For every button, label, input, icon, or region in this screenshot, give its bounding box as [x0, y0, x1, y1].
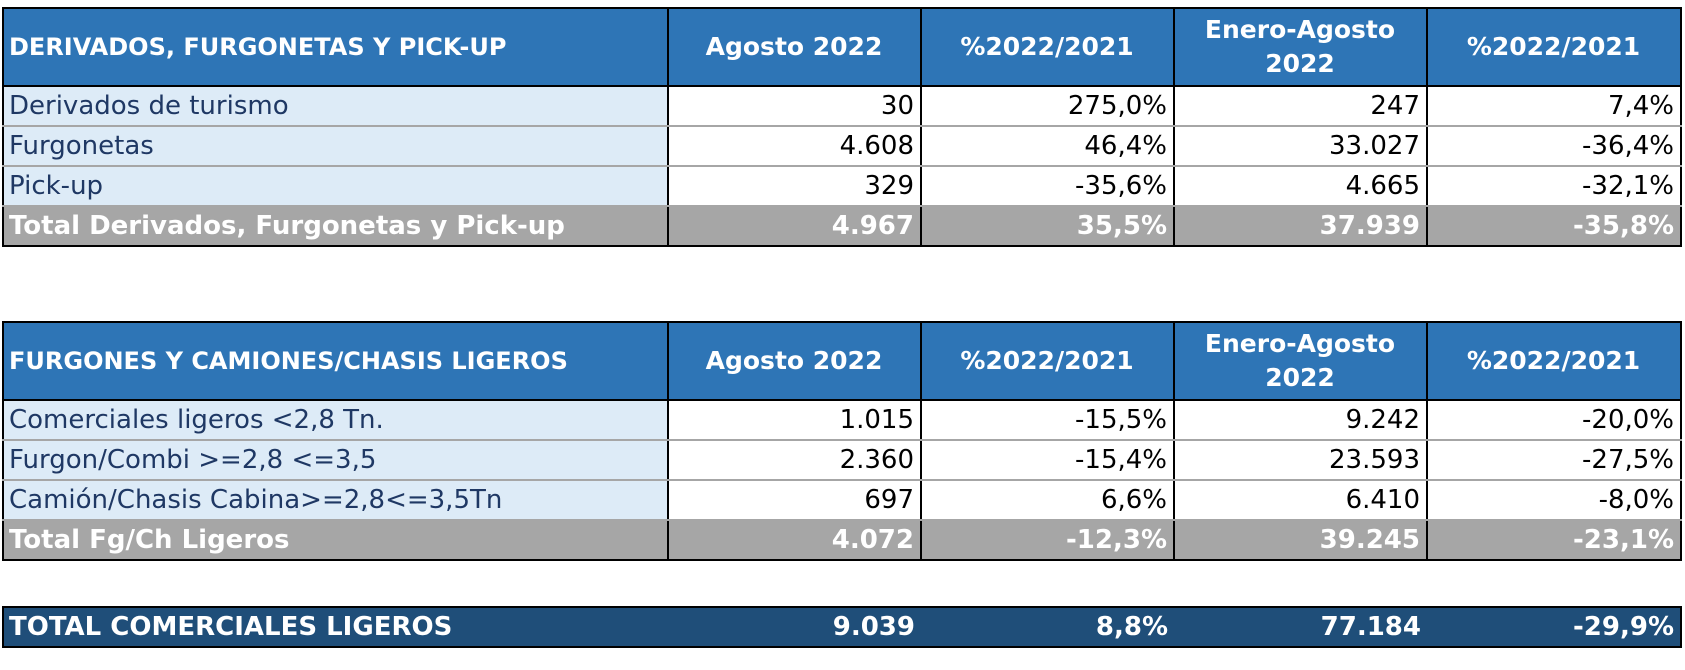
cell-pct-ytd: -8,0% [1426, 480, 1682, 521]
row-label: Furgon/Combi >=2,8 <=3,5 [2, 440, 669, 481]
cell-pct-ytd: 7,4% [1426, 86, 1682, 127]
cell-pct-ytd: -36,4% [1426, 126, 1682, 167]
grand-total-pct-ytd: -29,9% [1427, 606, 1682, 648]
cell-pct-ytd: -27,5% [1426, 440, 1682, 481]
section-title: FURGONES Y CAMIONES/CHASIS LIGEROS [2, 321, 669, 401]
table-row: Camión/Chasis Cabina>=2,8<=3,5Tn 697 6,6… [2, 480, 1682, 521]
cell-month: 2.360 [667, 440, 922, 481]
table-row: Furgonetas 4.608 46,4% 33.027 -36,4% [2, 126, 1682, 167]
table-row: Furgon/Combi >=2,8 <=3,5 2.360 -15,4% 23… [2, 440, 1682, 481]
cell-ytd: 23.593 [1173, 440, 1428, 481]
total-pct-month: 35,5% [920, 205, 1175, 247]
total-ytd: 39.245 [1173, 519, 1428, 561]
cell-pct-ytd: -32,1% [1426, 166, 1682, 207]
cell-pct-month: -15,4% [920, 440, 1175, 481]
total-row: Total Fg/Ch Ligeros 4.072 -12,3% 39.245 … [2, 519, 1682, 561]
cell-ytd: 9.242 [1173, 400, 1428, 441]
grand-total-row: TOTAL COMERCIALES LIGEROS 9.039 8,8% 77.… [2, 606, 1682, 648]
column-header-month: Agosto 2022 [667, 7, 922, 87]
cell-pct-month: -35,6% [920, 166, 1175, 207]
cell-pct-ytd: -20,0% [1426, 400, 1682, 441]
grand-total-ytd: 77.184 [1174, 606, 1427, 648]
row-label: Pick-up [2, 166, 669, 207]
column-header-pct-ytd: %2022/2021 [1426, 321, 1682, 401]
grand-total-table: TOTAL COMERCIALES LIGEROS 9.039 8,8% 77.… [2, 606, 1682, 648]
cell-pct-month: 6,6% [920, 480, 1175, 521]
table-row: Comerciales ligeros <2,8 Tn. 1.015 -15,5… [2, 400, 1682, 441]
table-header-row: FURGONES Y CAMIONES/CHASIS LIGEROS Agost… [2, 321, 1682, 401]
total-label: Total Fg/Ch Ligeros [2, 519, 669, 561]
column-header-pct-ytd: %2022/2021 [1426, 7, 1682, 87]
column-header-pct-month: %2022/2021 [920, 321, 1175, 401]
furgones-camiones-ligeros-table: FURGONES Y CAMIONES/CHASIS LIGEROS Agost… [2, 321, 1682, 561]
column-header-pct-month: %2022/2021 [920, 7, 1175, 87]
row-label: Comerciales ligeros <2,8 Tn. [2, 400, 669, 441]
grand-total-month: 9.039 [668, 606, 921, 648]
cell-month: 30 [667, 86, 922, 127]
total-row: Total Derivados, Furgonetas y Pick-up 4.… [2, 205, 1682, 247]
cell-ytd: 33.027 [1173, 126, 1428, 167]
derivados-furgonetas-pickup-table: DERIVADOS, FURGONETAS Y PICK-UP Agosto 2… [2, 7, 1682, 247]
column-header-month: Agosto 2022 [667, 321, 922, 401]
table-header-row: DERIVADOS, FURGONETAS Y PICK-UP Agosto 2… [2, 7, 1682, 87]
cell-month: 329 [667, 166, 922, 207]
total-ytd: 37.939 [1173, 205, 1428, 247]
total-label: Total Derivados, Furgonetas y Pick-up [2, 205, 669, 247]
row-label: Furgonetas [2, 126, 669, 167]
cell-month: 4.608 [667, 126, 922, 167]
table-row: Derivados de turismo 30 275,0% 247 7,4% [2, 86, 1682, 127]
row-label: Derivados de turismo [2, 86, 669, 127]
column-header-ytd: Enero-Agosto 2022 [1173, 7, 1428, 87]
cell-pct-month: 46,4% [920, 126, 1175, 167]
cell-pct-month: 275,0% [920, 86, 1175, 127]
grand-total-pct-month: 8,8% [921, 606, 1174, 648]
grand-total-label: TOTAL COMERCIALES LIGEROS [2, 606, 668, 648]
column-header-ytd: Enero-Agosto 2022 [1173, 321, 1428, 401]
total-pct-ytd: -35,8% [1426, 205, 1682, 247]
row-label: Camión/Chasis Cabina>=2,8<=3,5Tn [2, 480, 669, 521]
total-month: 4.072 [667, 519, 922, 561]
cell-pct-month: -15,5% [920, 400, 1175, 441]
cell-month: 1.015 [667, 400, 922, 441]
total-pct-month: -12,3% [920, 519, 1175, 561]
section-title: DERIVADOS, FURGONETAS Y PICK-UP [2, 7, 669, 87]
cell-ytd: 6.410 [1173, 480, 1428, 521]
total-month: 4.967 [667, 205, 922, 247]
cell-ytd: 247 [1173, 86, 1428, 127]
total-pct-ytd: -23,1% [1426, 519, 1682, 561]
cell-month: 697 [667, 480, 922, 521]
table-row: Pick-up 329 -35,6% 4.665 -32,1% [2, 166, 1682, 207]
cell-ytd: 4.665 [1173, 166, 1428, 207]
